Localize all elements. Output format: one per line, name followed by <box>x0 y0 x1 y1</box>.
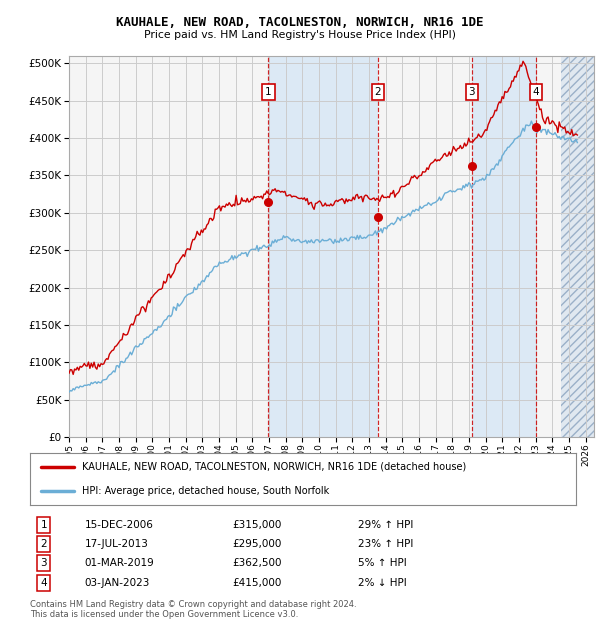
Text: 15-DEC-2006: 15-DEC-2006 <box>85 520 154 530</box>
Bar <box>560 56 594 437</box>
Text: £315,000: £315,000 <box>232 520 281 530</box>
Text: 2% ↓ HPI: 2% ↓ HPI <box>358 578 406 588</box>
Text: 03-JAN-2023: 03-JAN-2023 <box>85 578 150 588</box>
Text: 23% ↑ HPI: 23% ↑ HPI <box>358 539 413 549</box>
Text: HPI: Average price, detached house, South Norfolk: HPI: Average price, detached house, Sout… <box>82 486 329 496</box>
Text: Price paid vs. HM Land Registry's House Price Index (HPI): Price paid vs. HM Land Registry's House … <box>144 30 456 40</box>
Text: 01-MAR-2019: 01-MAR-2019 <box>85 559 154 569</box>
Text: 2: 2 <box>40 539 47 549</box>
Text: £415,000: £415,000 <box>232 578 281 588</box>
Text: 4: 4 <box>40 578 47 588</box>
Text: Contains HM Land Registry data © Crown copyright and database right 2024.: Contains HM Land Registry data © Crown c… <box>30 600 356 609</box>
Text: This data is licensed under the Open Government Licence v3.0.: This data is licensed under the Open Gov… <box>30 610 298 619</box>
Text: £362,500: £362,500 <box>232 559 281 569</box>
Bar <box>472 56 536 437</box>
Text: 1: 1 <box>265 87 272 97</box>
Text: 1: 1 <box>40 520 47 530</box>
Text: 5% ↑ HPI: 5% ↑ HPI <box>358 559 406 569</box>
Text: KAUHALE, NEW ROAD, TACOLNESTON, NORWICH, NR16 1DE (detached house): KAUHALE, NEW ROAD, TACOLNESTON, NORWICH,… <box>82 462 466 472</box>
Text: £295,000: £295,000 <box>232 539 281 549</box>
Text: 3: 3 <box>469 87 475 97</box>
Text: 17-JUL-2013: 17-JUL-2013 <box>85 539 148 549</box>
Text: 29% ↑ HPI: 29% ↑ HPI <box>358 520 413 530</box>
Text: 4: 4 <box>533 87 539 97</box>
Text: 3: 3 <box>40 559 47 569</box>
Text: KAUHALE, NEW ROAD, TACOLNESTON, NORWICH, NR16 1DE: KAUHALE, NEW ROAD, TACOLNESTON, NORWICH,… <box>116 16 484 29</box>
Text: 2: 2 <box>374 87 382 97</box>
Bar <box>268 56 378 437</box>
